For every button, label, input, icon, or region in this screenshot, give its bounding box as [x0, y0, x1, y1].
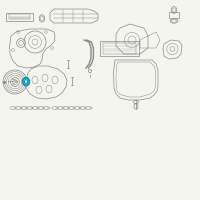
Bar [169, 12, 179, 18]
Bar [6, 13, 33, 21]
Ellipse shape [23, 78, 29, 86]
Bar [9, 14, 30, 19]
Bar [103, 43, 136, 54]
Ellipse shape [24, 80, 28, 84]
Bar [100, 41, 139, 56]
